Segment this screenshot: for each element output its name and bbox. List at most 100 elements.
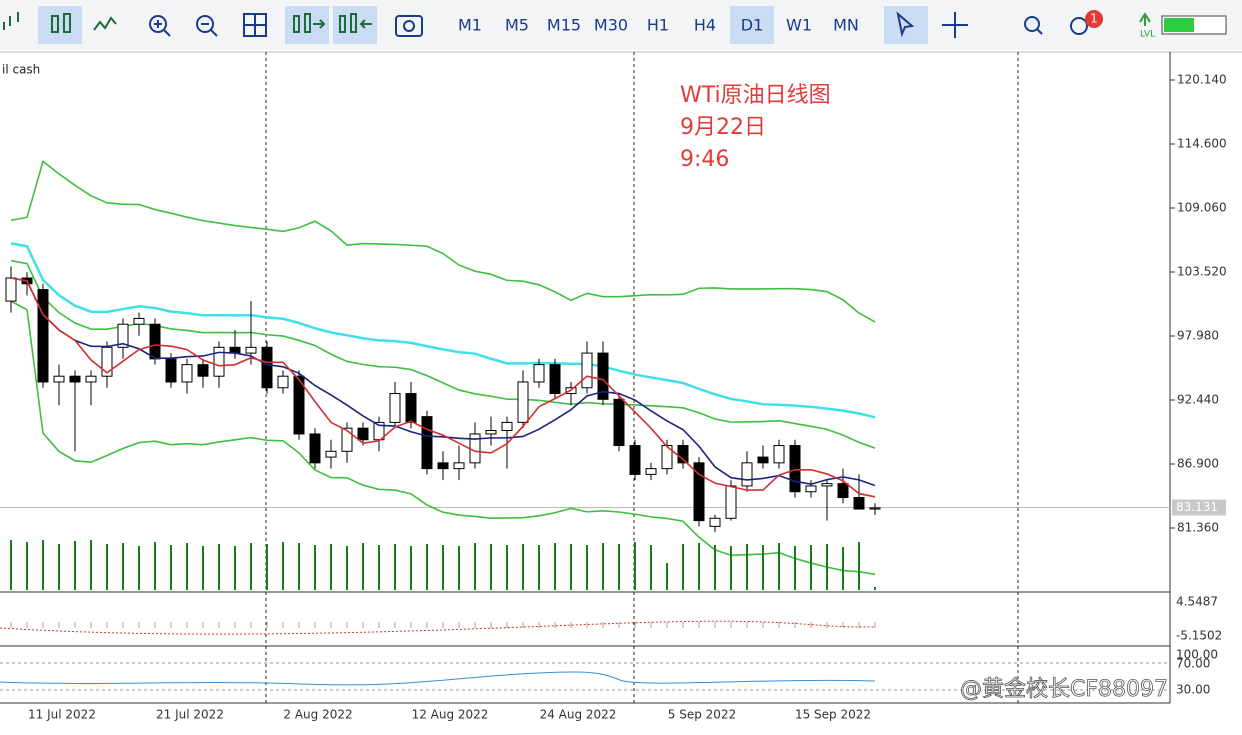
volume-bar xyxy=(794,546,796,590)
timeframe-button[interactable]: M15 xyxy=(547,16,581,35)
volume-bar xyxy=(746,544,748,590)
candle-body xyxy=(197,364,209,377)
candle-body xyxy=(789,445,801,493)
volume-bar xyxy=(778,543,780,590)
volume-bar xyxy=(554,543,556,590)
timeframe-button[interactable]: D1 xyxy=(741,16,764,35)
ma-fast xyxy=(10,277,876,498)
candle-mode-button[interactable] xyxy=(38,6,82,44)
volume-bar xyxy=(426,544,428,590)
candle-body xyxy=(741,462,753,487)
volume-bar xyxy=(810,545,812,590)
candle-body xyxy=(357,427,369,441)
candle-body xyxy=(133,317,145,325)
candle-body xyxy=(101,346,113,377)
volume-bar xyxy=(714,545,716,590)
volume-bar xyxy=(586,545,588,590)
macd-signal xyxy=(0,620,876,635)
candle-body xyxy=(757,456,769,464)
toolbar-icons-blue xyxy=(149,11,1088,38)
volume-bar xyxy=(538,545,540,590)
volume-bar xyxy=(170,545,172,590)
timeframe-button[interactable]: M5 xyxy=(505,16,529,35)
candle-body xyxy=(533,364,545,383)
candle-body xyxy=(453,462,465,470)
candle-body xyxy=(613,398,625,447)
timeframe-button[interactable]: M30 xyxy=(594,16,628,35)
volume-bar xyxy=(26,542,28,590)
price-tick-label: 109.060 xyxy=(1177,201,1227,215)
candle-body xyxy=(117,323,129,348)
volume-bar xyxy=(106,544,108,590)
candle-body xyxy=(277,375,289,389)
macd-label: 4.5487 xyxy=(1176,595,1218,609)
volume-bar xyxy=(634,542,636,590)
volume-bar xyxy=(74,541,76,590)
volume-bar xyxy=(618,544,620,590)
cursor-button[interactable] xyxy=(884,6,928,44)
candle-body xyxy=(517,381,529,423)
volume-bar xyxy=(218,544,220,590)
candle-body xyxy=(37,289,49,383)
price-tick-label: 103.520 xyxy=(1177,265,1227,279)
notification-badge xyxy=(1085,10,1103,28)
volume-bar xyxy=(378,545,380,590)
volume-bar xyxy=(410,546,412,590)
candle-body xyxy=(853,497,865,510)
volume-bar xyxy=(650,545,652,590)
volume-bar xyxy=(442,545,444,590)
volume-bar xyxy=(458,546,460,590)
candle-body xyxy=(773,445,785,464)
timeframe-button[interactable]: M1 xyxy=(458,16,482,35)
price-tick-label: 81.360 xyxy=(1177,521,1219,535)
candle-body xyxy=(501,421,513,431)
candle-body xyxy=(421,416,433,470)
candle-body xyxy=(245,346,257,354)
volume-bar xyxy=(202,546,204,590)
candle-body xyxy=(293,375,305,435)
candle-body xyxy=(629,445,641,475)
timeframe-button[interactable]: MN xyxy=(833,16,859,35)
ma-mid xyxy=(10,277,876,487)
date-label: 24 Aug 2022 xyxy=(540,708,617,722)
level-label: LVL xyxy=(1140,30,1155,40)
volume-bar xyxy=(490,544,492,590)
candle-body xyxy=(645,468,657,475)
volume-bar xyxy=(874,587,876,590)
volume-bar xyxy=(138,546,140,590)
candle-body xyxy=(69,375,81,383)
candle-body xyxy=(677,445,689,464)
volume-bar xyxy=(186,543,188,590)
candle-body xyxy=(261,346,273,389)
date-label: 2 Aug 2022 xyxy=(283,708,352,722)
candle-body xyxy=(53,375,65,383)
candle-body xyxy=(821,483,833,487)
volume-bar xyxy=(666,563,668,590)
band-lower xyxy=(10,300,876,576)
notification-count: 1 xyxy=(1090,12,1098,26)
current-price-label: 83.131 xyxy=(1176,500,1218,514)
timeframe-button[interactable]: W1 xyxy=(786,16,812,35)
volume-bar xyxy=(90,540,92,590)
price-tick-label: 114.600 xyxy=(1177,137,1227,151)
candle-body xyxy=(85,375,97,383)
price-tick-label: 86.900 xyxy=(1177,457,1219,471)
price-tick-label: 120.140 xyxy=(1177,73,1227,87)
candle-body xyxy=(805,485,817,493)
volume-bar xyxy=(346,546,348,590)
rsi-label: 70.00 xyxy=(1176,657,1210,671)
timeframe-button[interactable]: H4 xyxy=(694,16,716,35)
candle-body xyxy=(149,323,161,360)
volume-bar xyxy=(682,544,684,590)
candle-body xyxy=(5,277,17,302)
active-timeframe-bg xyxy=(730,6,774,44)
candle-body xyxy=(405,393,417,423)
date-label: 15 Sep 2022 xyxy=(795,708,871,722)
timeframe-button[interactable]: H1 xyxy=(647,16,669,35)
volume-bar xyxy=(234,546,236,590)
volume-bar xyxy=(58,544,60,590)
candle-body xyxy=(309,433,321,464)
candle-body xyxy=(837,483,849,499)
candle-body xyxy=(213,346,225,377)
volume-bar xyxy=(474,543,476,590)
